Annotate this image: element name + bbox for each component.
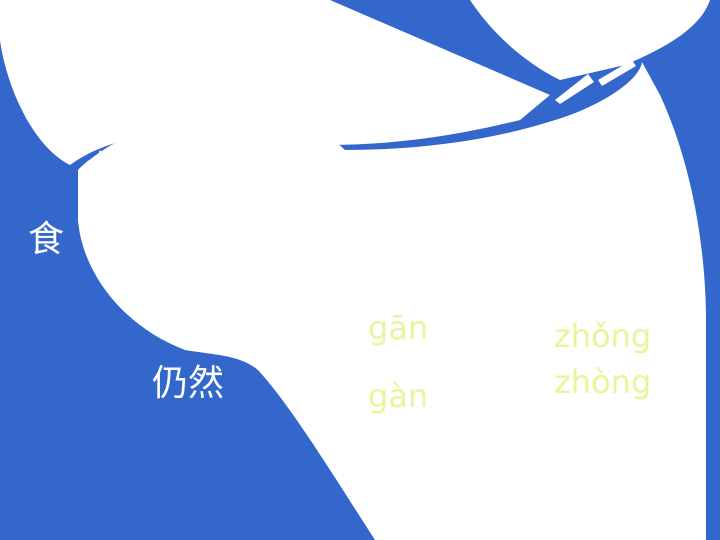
pinyin-zhong-third-tone: zhǒng [554, 317, 652, 355]
word-yi: 一 [202, 85, 239, 126]
white-shape-top-right [470, 0, 710, 80]
pinyin-zhong-fourth-tone: zhòng [554, 363, 652, 401]
word-rengran: 仍然 [152, 363, 225, 404]
white-sliver-1 [555, 74, 594, 104]
word-pobujidai: 迫不及待 [348, 83, 493, 124]
word-shi: 食 [28, 219, 65, 260]
pinyin-gan-fourth-tone: gàn [368, 377, 429, 415]
white-shape-main [78, 62, 706, 540]
white-shape-top [0, 0, 550, 165]
brush-stroke-1 [168, 62, 270, 102]
white-sliver-2 [598, 60, 636, 86]
pinyin-gan-first-tone: gān [368, 309, 429, 347]
